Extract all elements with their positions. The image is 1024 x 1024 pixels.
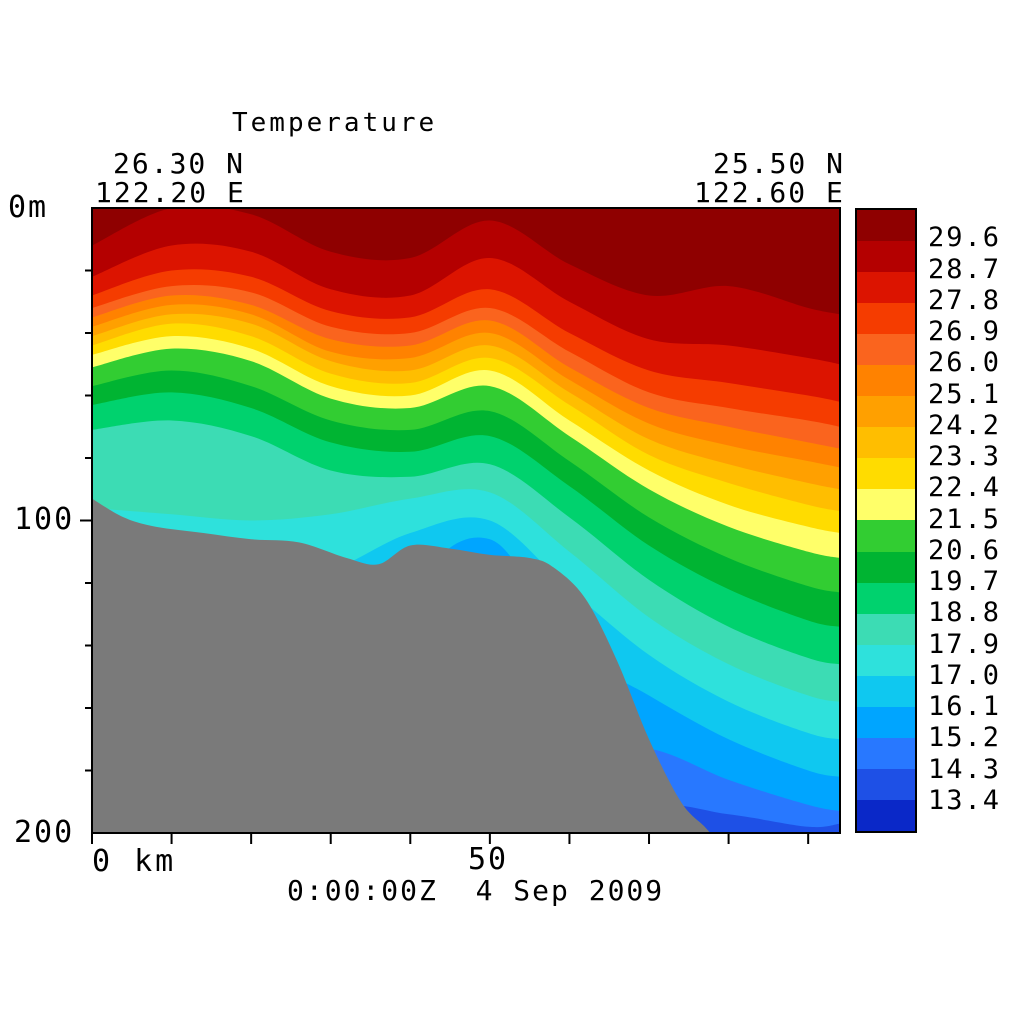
y-axis-label-100: 100 (14, 502, 75, 537)
colorbar-segment (857, 303, 915, 335)
colorbar-segment (857, 644, 915, 676)
contour-field (86, 208, 846, 865)
x-axis-label-0km: 0 km (92, 844, 177, 879)
colorbar-segment (857, 520, 915, 552)
colorbar-label: 21.5 (928, 503, 1002, 535)
colorbar-label: 20.6 (928, 534, 1002, 566)
colorbar-label: 27.8 (928, 284, 1002, 316)
colorbar-segment (857, 396, 915, 428)
colorbar-labels: 29.6 28.7 27.8 26.9 26.0 25.1 24.2 23.3 22.4 21.5… (928, 208, 1020, 833)
colorbar-label: 18.8 (928, 597, 1002, 629)
corner-left-longitude: 122.20 E (95, 176, 246, 209)
colorbar-segment (857, 334, 915, 366)
corner-left-latitude: 26.30 N (113, 147, 246, 180)
colorbar-label: 23.3 (928, 441, 1002, 472)
corner-right-longitude: 122.60 E (694, 176, 845, 209)
colorbar-label: 17.0 (928, 659, 1002, 691)
y-axis-label-0m: 0m (8, 190, 49, 225)
colorbar (855, 208, 917, 833)
colorbar-segment (857, 551, 915, 583)
colorbar-segment (857, 272, 915, 304)
y-axis-label-200: 200 (14, 815, 75, 850)
colorbar-label: 15.2 (928, 722, 1002, 754)
plot-title: Temperature (232, 108, 438, 138)
x-axis-label-50: 50 (468, 842, 509, 877)
colorbar-label: 28.7 (928, 253, 1002, 285)
colorbar-label: 25.1 (928, 378, 1002, 410)
colorbar-segment (857, 799, 915, 831)
colorbar-label: 14.3 (928, 753, 1002, 785)
colorbar-segment (857, 706, 915, 738)
axis-ticks (80, 269, 810, 844)
colorbar-segment (857, 613, 915, 645)
colorbar-label: 19.7 (928, 566, 1002, 597)
colorbar-segment (857, 768, 915, 800)
colorbar-segment (857, 737, 915, 769)
colorbar-label: 26.9 (928, 316, 1002, 347)
colorbar-segment (857, 675, 915, 707)
colorbar-label: 16.1 (928, 691, 1002, 722)
corner-right-latitude: 25.50 N (713, 147, 846, 180)
colorbar-label: 22.4 (928, 472, 1002, 504)
colorbar-segment (857, 427, 915, 459)
colorbar-segment (857, 210, 915, 242)
colorbar-segment (857, 365, 915, 397)
colorbar-segment (857, 241, 915, 273)
colorbar-label: 13.4 (928, 784, 1002, 816)
temperature-band (86, 842, 846, 865)
colorbar-label: 24.2 (928, 409, 1002, 441)
timestamp-label: 0:00:00Z 4 Sep 2009 (287, 874, 665, 907)
colorbar-label: 29.6 (928, 222, 1002, 254)
colorbar-label: 17.9 (928, 628, 1002, 660)
colorbar-segment (857, 582, 915, 614)
colorbar-segment (857, 489, 915, 521)
colorbar-segment (857, 458, 915, 490)
colorbar-label: 26.0 (928, 347, 1002, 379)
bathymetry-mask (92, 498, 711, 833)
